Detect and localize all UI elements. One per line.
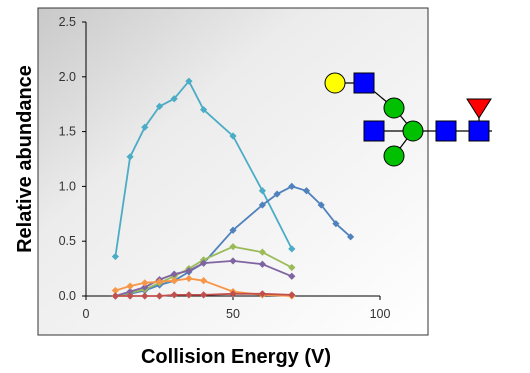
- series-1: [111, 77, 296, 261]
- data-series: [111, 77, 355, 300]
- data-point: [155, 278, 164, 286]
- glcnac-symbol: [435, 120, 457, 142]
- glycan-structure-diagram: [324, 72, 492, 167]
- data-point: [200, 106, 208, 114]
- data-point: [258, 290, 266, 298]
- data-point: [141, 283, 149, 291]
- plot-area: [37, 7, 429, 336]
- data-point: [111, 286, 119, 295]
- data-point: [155, 292, 164, 300]
- galactose-symbol: [324, 72, 346, 94]
- y-tick-label: 0.5: [59, 234, 76, 248]
- data-point: [141, 292, 149, 300]
- data-point: [200, 259, 208, 267]
- data-point: [258, 187, 266, 195]
- data-point: [347, 233, 355, 241]
- data-point: [155, 102, 164, 110]
- mannose-symbol: [383, 145, 405, 167]
- data-point: [332, 220, 340, 228]
- data-point: [258, 201, 266, 209]
- data-point: [288, 291, 296, 299]
- mannose-symbol: [383, 97, 405, 119]
- glcnac-symbol: [468, 120, 490, 142]
- y-tick-label: 2.0: [59, 70, 76, 84]
- x-tick-label: 100: [370, 307, 391, 321]
- x-axis-title: Collision Energy (V): [141, 346, 331, 368]
- y-tick-label: 2.5: [59, 15, 76, 29]
- data-point: [185, 267, 193, 275]
- data-point: [200, 291, 208, 299]
- data-point: [229, 132, 237, 140]
- x-tick-label: 0: [83, 307, 90, 321]
- data-point: [185, 291, 193, 299]
- data-point: [229, 243, 237, 251]
- data-point: [126, 153, 134, 161]
- data-point: [185, 77, 193, 85]
- data-point: [258, 248, 266, 256]
- data-point: [141, 279, 149, 287]
- y-tick-label: 1.5: [59, 125, 76, 139]
- data-point: [273, 190, 281, 198]
- data-point: [229, 290, 237, 298]
- data-point: [170, 291, 178, 299]
- data-point: [288, 182, 296, 190]
- series-line: [115, 259, 293, 297]
- mannose-symbol: [402, 120, 424, 142]
- data-point: [170, 270, 178, 278]
- data-point: [288, 245, 296, 253]
- data-point: [126, 288, 134, 296]
- y-axis-title: Relative abundance: [14, 65, 36, 253]
- fucose-symbol: [466, 98, 492, 119]
- data-point: [288, 263, 296, 272]
- y-tick-label: 1.0: [59, 179, 76, 193]
- series-line: [115, 292, 292, 297]
- data-point: [229, 257, 237, 265]
- glcnac-symbol: [363, 120, 385, 142]
- data-point: [288, 272, 296, 280]
- data-point: [111, 252, 119, 261]
- x-tick-label: 50: [226, 307, 240, 321]
- data-point: [126, 282, 134, 290]
- data-point: [170, 277, 178, 285]
- glcnac-symbol: [353, 72, 375, 94]
- data-point: [302, 187, 311, 195]
- y-tick-label: 0.0: [59, 289, 76, 303]
- data-point: [126, 292, 134, 300]
- data-point: [111, 292, 119, 300]
- series-6: [111, 290, 296, 300]
- data-point: [185, 274, 193, 283]
- data-point: [229, 226, 237, 234]
- data-point: [200, 277, 208, 285]
- axis-ticks: 0.0 0.5 1.0 1.5 2.0 2.5 0 50 100: [59, 15, 391, 321]
- data-point: [170, 95, 178, 103]
- series-line: [114, 80, 293, 257]
- data-point: [317, 201, 325, 209]
- data-point: [141, 123, 149, 131]
- data-point: [258, 260, 266, 268]
